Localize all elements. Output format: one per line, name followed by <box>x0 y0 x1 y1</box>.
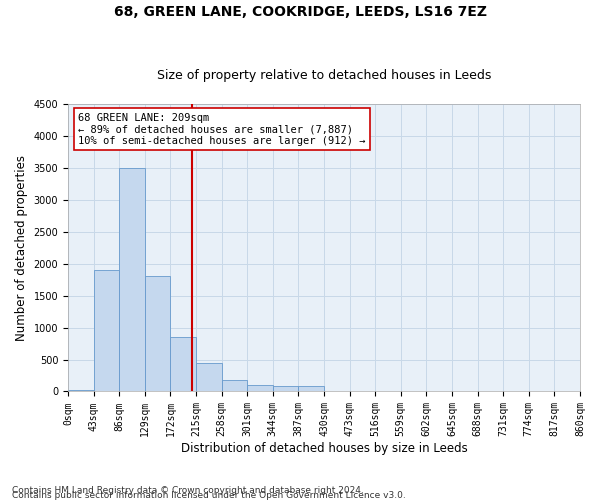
Bar <box>196 362 221 392</box>
Bar <box>170 337 196 392</box>
Text: Contains public sector information licensed under the Open Government Licence v3: Contains public sector information licen… <box>12 490 406 500</box>
Text: Contains HM Land Registry data © Crown copyright and database right 2024.: Contains HM Land Registry data © Crown c… <box>12 486 364 495</box>
Bar <box>298 386 324 392</box>
Text: 68, GREEN LANE, COOKRIDGE, LEEDS, LS16 7EZ: 68, GREEN LANE, COOKRIDGE, LEEDS, LS16 7… <box>113 5 487 19</box>
Title: Size of property relative to detached houses in Leeds: Size of property relative to detached ho… <box>157 69 491 82</box>
Bar <box>221 380 247 392</box>
X-axis label: Distribution of detached houses by size in Leeds: Distribution of detached houses by size … <box>181 442 467 455</box>
Bar <box>145 276 170 392</box>
Bar <box>273 386 298 392</box>
Bar <box>247 385 273 392</box>
Bar <box>94 270 119 392</box>
Bar <box>119 168 145 392</box>
Bar <box>68 390 94 392</box>
Text: 68 GREEN LANE: 209sqm
← 89% of detached houses are smaller (7,887)
10% of semi-d: 68 GREEN LANE: 209sqm ← 89% of detached … <box>78 112 366 146</box>
Y-axis label: Number of detached properties: Number of detached properties <box>15 154 28 340</box>
